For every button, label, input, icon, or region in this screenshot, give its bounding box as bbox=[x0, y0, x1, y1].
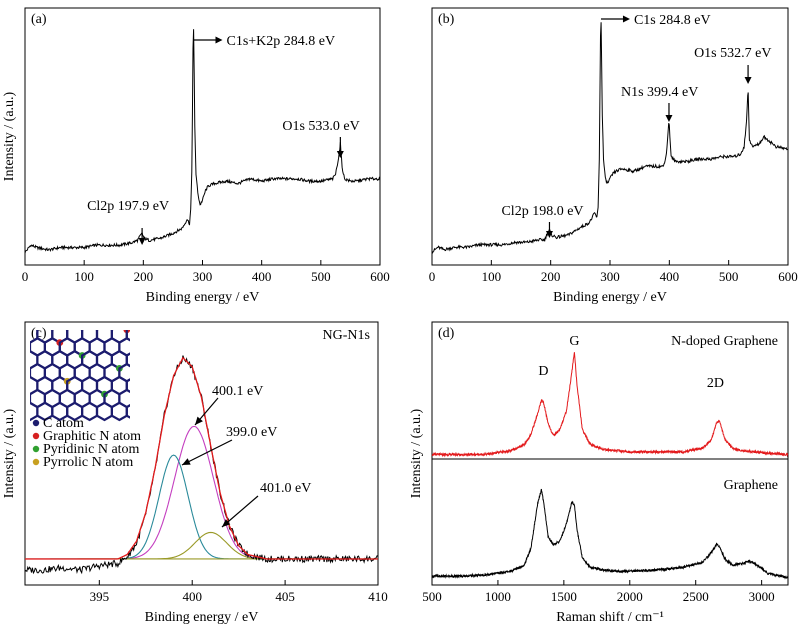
x-axis-label: Raman shift / cm⁻¹ bbox=[556, 610, 664, 625]
lattice-hexagon bbox=[134, 338, 149, 355]
x-tick-label: 400 bbox=[660, 269, 680, 284]
annotation-cl2p: Cl2p 198.0 eV bbox=[501, 204, 583, 219]
lattice-group bbox=[30, 330, 149, 422]
lattice-inset bbox=[30, 330, 149, 422]
series-label-ng: N-doped Graphene bbox=[671, 334, 778, 349]
o1s-arrow-head bbox=[336, 151, 344, 158]
annotation-o1s: O1s 533.0 eV bbox=[282, 119, 359, 134]
peak-label: D bbox=[538, 364, 548, 379]
panel-label: (d) bbox=[438, 326, 455, 341]
annotation-peak: 400.1 eV bbox=[212, 384, 263, 399]
c1s-arrow-head bbox=[622, 15, 630, 23]
axes-frame bbox=[24, 321, 379, 586]
axes-frame bbox=[431, 321, 789, 586]
x-tick-label: 400 bbox=[182, 589, 202, 604]
annotation-c1s: C1s 284.8 eV bbox=[634, 13, 711, 28]
x-tick-label: 500 bbox=[422, 589, 442, 604]
lattice-hexagon bbox=[134, 390, 149, 407]
x-tick-label: 200 bbox=[541, 269, 561, 284]
x-tick-label: 0 bbox=[429, 269, 436, 284]
x-tick-label: 100 bbox=[482, 269, 502, 284]
chart-title: NG-N1s bbox=[323, 328, 370, 343]
xps-survey-line bbox=[431, 22, 789, 254]
legend-label: Pyrrolic N atom bbox=[43, 455, 133, 470]
x-axis-label: Binding energy / eV bbox=[146, 290, 260, 305]
annotation-o1s: O1s 532.7 eV bbox=[694, 46, 771, 61]
raman-graphene-line bbox=[431, 488, 789, 580]
x-tick-label: 400 bbox=[252, 269, 272, 284]
lattice-hexagon bbox=[110, 401, 128, 422]
series-label-graphene: Graphene bbox=[724, 478, 778, 493]
lattice-hexagon bbox=[125, 403, 130, 419]
panel-b: 0 100 200 300 400 500 600 Binding energy / eV (b… bbox=[429, 7, 798, 305]
fit-envelope-line bbox=[25, 356, 378, 560]
legend-marker bbox=[32, 445, 40, 453]
cl2p-arrow-head bbox=[138, 238, 146, 245]
x-tick-label: 300 bbox=[600, 269, 620, 284]
legend-label: C atom bbox=[43, 416, 84, 431]
x-tick-label: 600 bbox=[778, 269, 798, 284]
x-tick-label: 395 bbox=[90, 589, 110, 604]
legend-marker bbox=[32, 419, 40, 427]
y-axis-label: Intensity / (a.u.) bbox=[2, 91, 17, 181]
y-axis-label: Intensity / (a.u.) bbox=[2, 408, 17, 498]
x-tick-label: 600 bbox=[370, 269, 390, 284]
panel-label: (b) bbox=[438, 12, 455, 27]
x-tick-label: 1500 bbox=[551, 589, 577, 604]
annotation-arrow-head bbox=[195, 416, 203, 425]
panel-c: 395 400 405 410 Binding energy / eV Intensity… bbox=[2, 321, 388, 625]
panel-d: 500 1000 1500 2000 2500 3000 Raman shift / cm⁻… bbox=[409, 321, 789, 625]
x-axis-label: Binding energy / eV bbox=[145, 610, 259, 625]
x-tick-label: 300 bbox=[193, 269, 213, 284]
panel-a: 0 100 200 300 400 500 600 Binding energy / eV In… bbox=[2, 7, 390, 305]
annotation-arrow-head bbox=[182, 458, 191, 465]
x-tick-label: 200 bbox=[134, 269, 154, 284]
x-tick-label: 1000 bbox=[485, 589, 511, 604]
x-tick-label: 405 bbox=[275, 589, 295, 604]
n1s-arrow-head bbox=[665, 115, 673, 122]
annotation-n1s: N1s 399.4 eV bbox=[621, 85, 698, 100]
annotation-cl2p: Cl2p 197.9 eV bbox=[87, 199, 169, 214]
lattice-hexagon bbox=[134, 364, 149, 381]
annotation-arrow-head bbox=[222, 519, 231, 527]
x-tick-label: 500 bbox=[719, 269, 739, 284]
x-tick-label: 0 bbox=[22, 269, 29, 284]
c1s-arrow-head bbox=[215, 36, 223, 44]
panel-label: (c) bbox=[31, 326, 47, 341]
lattice-hexagon bbox=[95, 401, 113, 422]
annotation-arrow bbox=[181, 439, 233, 466]
component-peak-line bbox=[25, 454, 378, 560]
panel-label: (a) bbox=[31, 12, 47, 27]
x-tick-label: 410 bbox=[368, 589, 388, 604]
legend-label: Graphitic N atom bbox=[43, 429, 141, 444]
x-tick-label: 100 bbox=[74, 269, 94, 284]
annotation-c1s: C1s+K2p 284.8 eV bbox=[227, 34, 336, 49]
annotation-peak: 401.0 eV bbox=[260, 481, 311, 496]
raman-ng-line bbox=[431, 352, 789, 458]
x-tick-label: 3000 bbox=[749, 589, 775, 604]
y-axis-label: Intensity / (a.u.) bbox=[409, 408, 424, 498]
cl2p-arrow-head bbox=[545, 231, 553, 238]
legend-label: Pyridinic N atom bbox=[43, 442, 140, 457]
peak-label: 2D bbox=[707, 376, 724, 391]
annotation-peak: 399.0 eV bbox=[226, 425, 277, 440]
x-axis-label: Binding energy / eV bbox=[553, 290, 667, 305]
legend-marker bbox=[32, 458, 40, 466]
xps-survey-line bbox=[24, 29, 381, 254]
legend-marker bbox=[32, 432, 40, 440]
component-peak-line bbox=[25, 531, 378, 560]
peak-label: G bbox=[569, 334, 579, 349]
o1s-arrow-head bbox=[744, 77, 752, 84]
lattice-hexagon bbox=[81, 401, 99, 422]
x-tick-label: 2000 bbox=[617, 589, 643, 604]
x-tick-label: 500 bbox=[311, 269, 331, 284]
x-tick-label: 2500 bbox=[683, 589, 709, 604]
